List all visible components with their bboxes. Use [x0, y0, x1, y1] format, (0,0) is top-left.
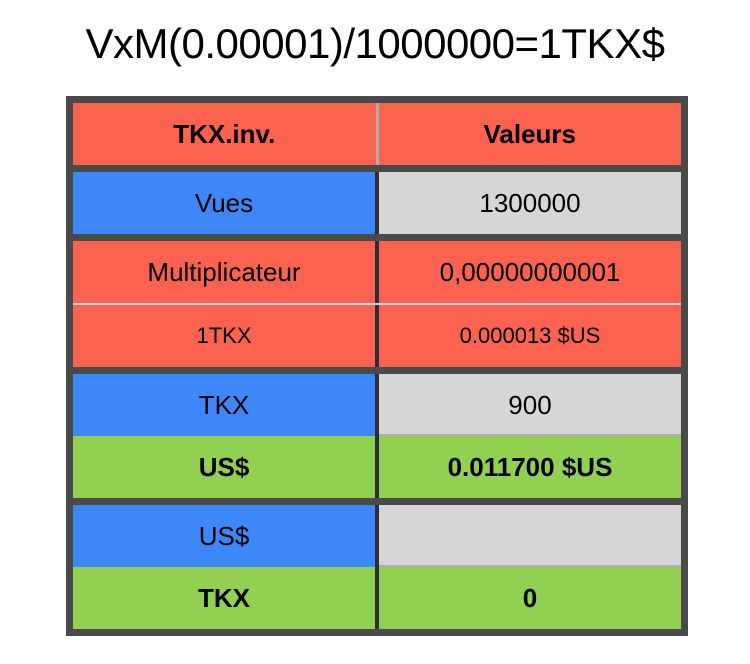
column-divider: [375, 436, 379, 498]
usd-input-value-cell[interactable]: [379, 505, 681, 567]
one-tkx-label-cell[interactable]: 1TKX: [73, 305, 375, 367]
vues-value-cell[interactable]: 1300000: [379, 172, 681, 234]
vues-label-cell[interactable]: Vues: [73, 172, 375, 234]
tkx-result-label-cell[interactable]: TKX: [73, 567, 375, 629]
row-separator-light: [73, 303, 681, 305]
usd-input-label-cell[interactable]: US$: [73, 505, 375, 567]
formula-title: VxM(0.00001)/1000000=1TKX$: [85, 20, 665, 67]
column-divider: [375, 241, 379, 303]
usd-result-value-cell[interactable]: 0.011700 $US: [379, 436, 681, 498]
header-cell-valeurs[interactable]: Valeurs: [378, 103, 681, 165]
column-divider: [375, 567, 379, 629]
row-1tkx: 1TKX 0.000013 $US: [73, 305, 681, 367]
group-separator: [73, 165, 681, 172]
group-separator: [73, 367, 681, 374]
row-tkx-result: TKX 0: [73, 567, 681, 629]
row-tkx: TKX 900: [73, 374, 681, 436]
usd-result-label-cell[interactable]: US$: [73, 436, 375, 498]
column-divider: [375, 505, 379, 567]
group-separator: [73, 234, 681, 241]
column-divider: [375, 374, 379, 436]
tkx-result-value-cell[interactable]: 0: [379, 567, 681, 629]
row-usd-result: US$ 0.011700 $US: [73, 436, 681, 498]
row-multiplicateur: Multiplicateur 0,00000000001: [73, 241, 681, 303]
header-cell-tkx-inv[interactable]: TKX.inv.: [73, 103, 376, 165]
one-tkx-value-cell[interactable]: 0.000013 $US: [379, 305, 681, 367]
tkx-value-cell[interactable]: 900: [379, 374, 681, 436]
column-divider: [375, 103, 379, 165]
row-vues: Vues 1300000: [73, 172, 681, 234]
tkx-table: TKX.inv. Valeurs Vues 1300000 Multiplica…: [66, 96, 688, 636]
multiplicateur-label-cell[interactable]: Multiplicateur: [73, 241, 375, 303]
column-divider: [375, 172, 379, 234]
row-usd-input: US$: [73, 505, 681, 567]
table-header-row: TKX.inv. Valeurs: [73, 103, 681, 165]
group-separator: [73, 498, 681, 505]
column-divider: [375, 305, 379, 367]
tkx-label-cell[interactable]: TKX: [73, 374, 375, 436]
multiplicateur-value-cell[interactable]: 0,00000000001: [379, 241, 681, 303]
